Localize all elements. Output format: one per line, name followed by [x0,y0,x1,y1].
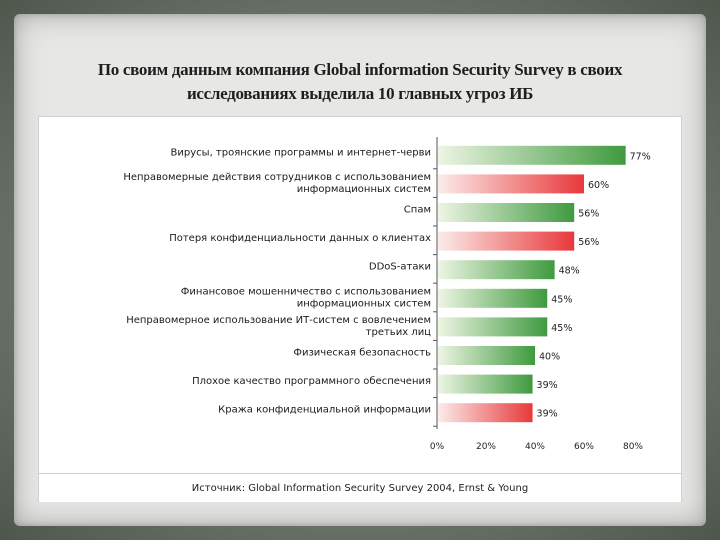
threats-bar-chart: 0% 20% 40% 60% 80% 77% Вирусы, троянские прог… [123,137,651,452]
chart-panel: 0% 20% 40% 60% 80% 77% Вирусы, троянские прог… [38,116,682,502]
category-label: Неправомерное использование ИТ-систем с … [126,315,431,326]
x-tick-label: 60% [574,442,594,452]
bar [438,174,584,194]
bar-value-label: 77% [630,151,651,162]
bar-value-label: 39% [537,409,558,420]
category-label: Финансовое мошенничество с использование… [181,286,431,297]
category-label: информационных систем [297,184,431,195]
category-label: DDoS-атаки [369,262,431,273]
bar [438,317,548,337]
slide-title-line-2: исследованиях выделила 10 главных угроз … [186,84,534,103]
category-label: Неправомерные действия сотрудников с исп… [123,172,431,183]
category-label: Физическая безопасность [293,348,431,359]
x-tick-label: 40% [525,442,545,452]
category-label: Кража конфиденциальной информации [218,405,431,416]
bar-value-label: 56% [578,237,599,248]
bar [438,403,533,423]
bar-value-label: 45% [551,294,572,305]
bar-value-label: 56% [578,209,599,220]
bar [438,231,575,251]
slide-title-line-1: По своим данным компания Global informat… [97,60,623,79]
x-tick-label: 0% [430,442,445,452]
bar [438,145,626,165]
bar [438,374,533,394]
bar-value-label: 60% [588,180,609,191]
category-label: информационных систем [297,298,431,309]
x-tick-label: 80% [623,442,643,452]
category-label: Спам [404,205,431,216]
slide-title: По своим данным компания Global informat… [24,58,696,106]
bar-value-label: 48% [559,266,580,277]
bar-value-label: 39% [537,380,558,391]
source-box: Источник: Global Information Security Su… [39,473,681,502]
chart-source: Источник: Global Information Security Su… [191,483,529,494]
bar-value-label: 45% [551,323,572,334]
bar [438,260,555,280]
category-label: Вирусы, троянские программы и интернет-ч… [171,147,431,158]
category-label: Потеря конфиденциальности данных о клиен… [169,233,431,244]
bar [438,203,575,222]
bar [438,288,548,308]
category-label: третьих лиц [366,327,432,338]
bar-value-label: 40% [539,352,560,363]
x-tick-label: 20% [476,442,496,452]
bar [438,346,535,365]
category-label: Плохое качество программного обеспечения [192,376,431,387]
